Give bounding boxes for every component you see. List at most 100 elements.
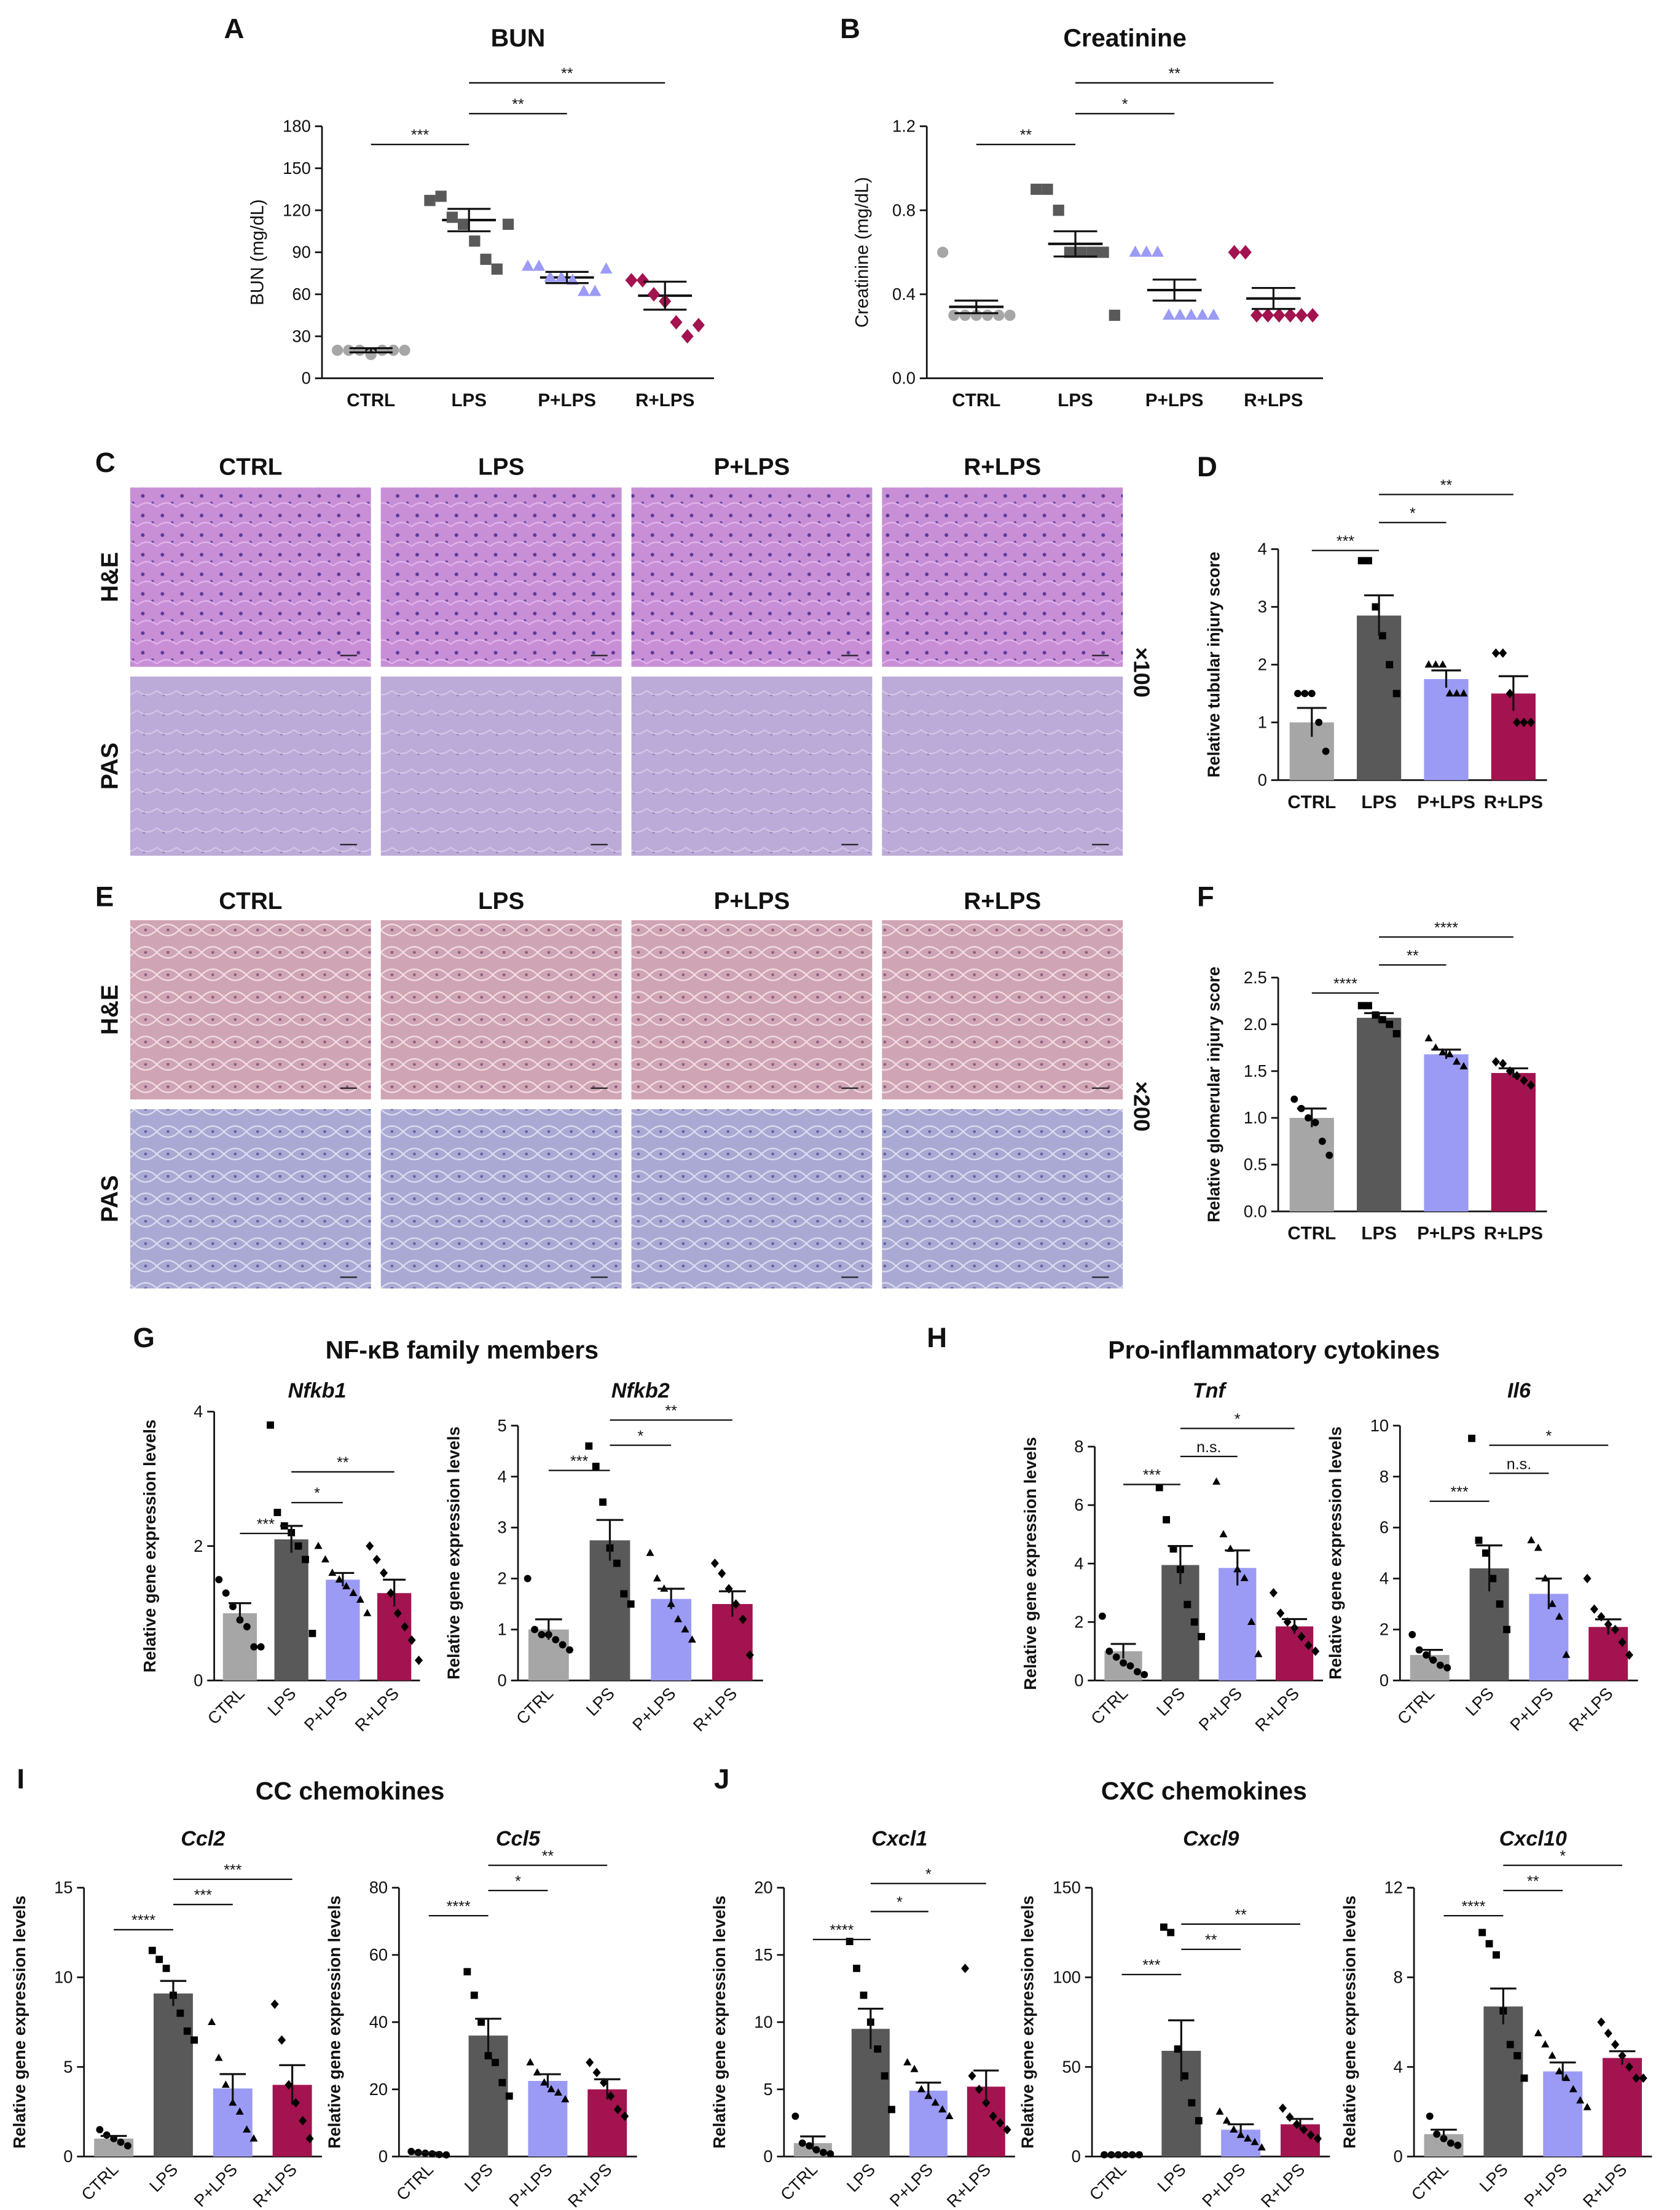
row-label: PAS [96, 742, 123, 790]
data-point [566, 273, 579, 285]
data-point [1433, 2130, 1441, 2138]
y-tick-label: 0 [763, 2147, 772, 2166]
chart-title: Ccl5 [496, 1827, 541, 1850]
significance-label: * [1122, 96, 1128, 113]
data-point [1075, 246, 1087, 258]
data-point [1188, 2099, 1196, 2107]
data-point [1240, 1573, 1249, 1581]
data-point [1459, 689, 1468, 697]
y-tick-label: 0 [194, 1671, 203, 1690]
data-point [498, 2078, 506, 2086]
data-point [798, 2139, 806, 2147]
data-point [401, 1622, 409, 1632]
data-point [1446, 2139, 1454, 2147]
micrograph [882, 676, 1123, 856]
data-point [718, 1568, 726, 1578]
y-axis-label: BUN (mg/dL) [247, 199, 267, 305]
y-tick-label: 0.4 [892, 285, 916, 304]
data-point [1357, 1002, 1365, 1010]
data-point [566, 1646, 573, 1654]
data-point [524, 1575, 532, 1583]
chart-title: Ccl2 [181, 1827, 225, 1850]
x-tick-label: R+LPS [1484, 1224, 1543, 1244]
y-tick-label: 10 [54, 1968, 73, 1987]
y-tick-label: 5 [498, 1416, 507, 1435]
data-point [1506, 2040, 1514, 2048]
data-point [625, 273, 638, 288]
column-header: LPS [478, 888, 524, 914]
data-point [1392, 1030, 1400, 1037]
data-point [1311, 1119, 1319, 1127]
chart-title: Creatinine [1063, 24, 1187, 52]
data-point [1042, 183, 1053, 195]
data-point [1555, 2067, 1564, 2075]
data-point [1053, 205, 1064, 216]
chart-title: Cxcl10 [1499, 1827, 1567, 1850]
data-point [860, 1991, 868, 1999]
bar [326, 1579, 360, 1681]
y-tick-label: 15 [754, 1945, 772, 1964]
data-point [1423, 1651, 1430, 1659]
y-tick-label: 60 [369, 1945, 388, 1964]
row-label: PAS [96, 1175, 123, 1222]
bar [1588, 1627, 1628, 1681]
data-point [1195, 2117, 1203, 2125]
data-point [1386, 661, 1394, 669]
data-point [653, 1574, 661, 1582]
x-tick-label: P+LPS [538, 390, 596, 411]
x-tick-label: P+LPS [1198, 2160, 1249, 2210]
bar [1289, 1117, 1334, 1212]
y-axis-label: Relative gene expression levels [1018, 1895, 1037, 2149]
data-point [1445, 1050, 1454, 1058]
y-tick-label: 4 [498, 1467, 507, 1486]
data-point [155, 1956, 163, 1964]
y-tick-label: 1.5 [1244, 1061, 1267, 1080]
x-tick-label: P+LPS [1145, 390, 1204, 411]
x-tick-label: R+LPS [1244, 390, 1303, 411]
significance-label: *** [257, 1516, 275, 1533]
data-point [1386, 1020, 1394, 1028]
bar [1543, 2071, 1583, 2157]
y-axis-label: Relative gene expression levels [1326, 1426, 1345, 1680]
data-point [945, 2112, 954, 2120]
magnification: ×100 [1129, 647, 1154, 698]
data-point [1491, 1056, 1500, 1067]
data-point [1632, 2073, 1641, 2083]
bar [589, 1540, 630, 1681]
bar [1491, 1072, 1536, 1212]
y-tick-label: 6 [1380, 1518, 1389, 1537]
data-point [1279, 2103, 1287, 2113]
x-tick-label: LPS [1461, 1684, 1497, 1720]
x-tick-label: P+LPS [1520, 2160, 1571, 2210]
data-point [1454, 2141, 1462, 2149]
data-point [442, 2151, 450, 2159]
micrograph [380, 1109, 622, 1289]
y-tick-label: 8 [1380, 1467, 1389, 1486]
significance-label: *** [1451, 1484, 1469, 1501]
y-tick-label: 2.5 [1244, 968, 1267, 987]
bar [1357, 615, 1402, 781]
micrograph [631, 676, 873, 856]
micrograph [380, 676, 622, 856]
y-tick-label: 4 [1258, 540, 1267, 559]
data-point [681, 329, 694, 344]
y-tick-label: 4 [1380, 1569, 1389, 1588]
significance-label: * [1560, 1847, 1566, 1865]
data-point [578, 285, 591, 296]
y-axis-label: Creatinine (mg/dL) [852, 177, 873, 328]
data-point [1215, 2107, 1224, 2115]
significance-label: ** [1205, 1932, 1217, 1949]
data-point [1439, 1048, 1447, 1056]
data-point [1453, 1057, 1461, 1065]
y-tick-label: 4 [1074, 1554, 1083, 1573]
data-point [1163, 1516, 1171, 1524]
y-tick-label: 1.0 [1244, 1108, 1267, 1127]
bar [1275, 1626, 1314, 1681]
data-point [917, 2085, 925, 2093]
data-point [948, 309, 960, 321]
data-point [1181, 2072, 1188, 2080]
data-point [1244, 2134, 1252, 2142]
significance-label: * [314, 1485, 320, 1502]
